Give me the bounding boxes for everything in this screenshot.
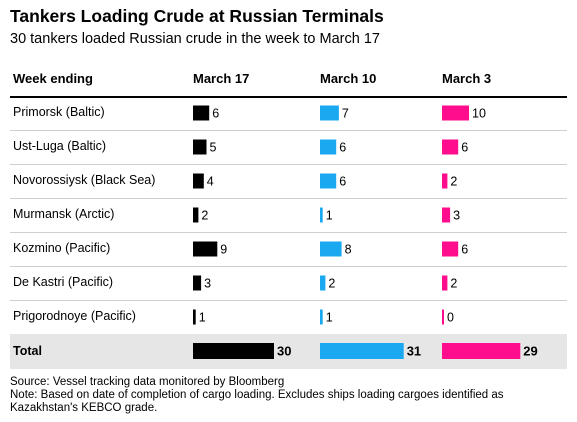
bar-value-label: 9 [220, 243, 227, 257]
source-note: Source: Vessel tracking data monitored b… [10, 376, 285, 388]
bar [320, 275, 326, 291]
bar [193, 105, 210, 121]
bar-value-label: 2 [450, 175, 457, 189]
row-label-murmansk: Murmansk (Arctic) [13, 207, 115, 221]
bar-value-label: 8 [345, 243, 352, 257]
bar [193, 241, 218, 257]
bar-value-label: 6 [212, 107, 219, 121]
row-divider [10, 300, 567, 301]
bar [193, 275, 202, 291]
bar-value-label: 1 [199, 311, 206, 325]
total-value-label: 30 [277, 344, 291, 359]
bar [442, 241, 459, 257]
row-divider [10, 198, 567, 199]
bar-value-label: 2 [328, 277, 335, 291]
row-divider [10, 232, 567, 233]
bar [320, 105, 339, 121]
column-header-march-3: March 3 [442, 71, 492, 86]
bar [442, 207, 451, 223]
row-divider [10, 130, 567, 131]
bar-value-label: 5 [210, 141, 217, 155]
row-label-total: Total [13, 344, 42, 358]
bar-value-label: 10 [472, 107, 486, 121]
total-bar [442, 343, 521, 359]
total-bar [320, 343, 404, 359]
bar [320, 309, 323, 325]
total-bar [193, 343, 274, 359]
bar [320, 173, 337, 189]
bar [193, 139, 207, 155]
row-divider [10, 266, 567, 267]
bar-value-label: 6 [339, 175, 346, 189]
bar [442, 139, 459, 155]
bar-value-label: 2 [450, 277, 457, 291]
chart-subtitle: 30 tankers loaded Russian crude in the w… [10, 31, 380, 47]
bar [193, 173, 204, 189]
row-divider [10, 164, 567, 165]
bar [442, 275, 448, 291]
bar-value-label: 1 [326, 311, 333, 325]
bar [442, 309, 444, 325]
bar-value-label: 6 [461, 243, 468, 257]
bar-value-label: 6 [339, 141, 346, 155]
bar [193, 309, 196, 325]
bar-value-label: 1 [326, 209, 333, 223]
row-header: Week ending [13, 71, 93, 86]
footnote-line-1: Note: Based on date of completion of car… [10, 389, 504, 401]
bar [320, 139, 337, 155]
total-value-label: 29 [523, 344, 537, 359]
bar [193, 207, 199, 223]
header-rule [10, 96, 567, 98]
column-header-march-10: March 10 [320, 71, 377, 86]
bar [320, 241, 342, 257]
total-value-label: 31 [407, 344, 421, 359]
footnote-line-2: Kazakhstan's KEBCO grade. [10, 402, 158, 414]
bar-value-label: 7 [342, 107, 349, 121]
chart-title: Tankers Loading Crude at Russian Termina… [10, 6, 384, 26]
bar-value-label: 6 [461, 141, 468, 155]
bar [442, 173, 448, 189]
bar [320, 207, 323, 223]
row-label-ust-luga: Ust-Luga (Baltic) [13, 139, 107, 153]
column-header-march-17: March 17 [193, 71, 250, 86]
row-label-kozmino: Kozmino (Pacific) [13, 241, 111, 255]
bar-value-label: 0 [447, 311, 454, 325]
bar-value-label: 3 [204, 277, 211, 291]
bar [442, 105, 469, 121]
bar-value-label: 3 [453, 209, 460, 223]
bar-value-label: 4 [207, 175, 214, 189]
row-label-de-kastri: De Kastri (Pacific) [13, 275, 114, 289]
bar-value-label: 2 [201, 209, 208, 223]
row-label-novorossiysk: Novorossiysk (Black Sea) [13, 173, 156, 187]
row-label-primorsk: Primorsk (Baltic) [13, 105, 105, 119]
row-label-prigorodnoye: Prigorodnoye (Pacific) [13, 309, 136, 323]
